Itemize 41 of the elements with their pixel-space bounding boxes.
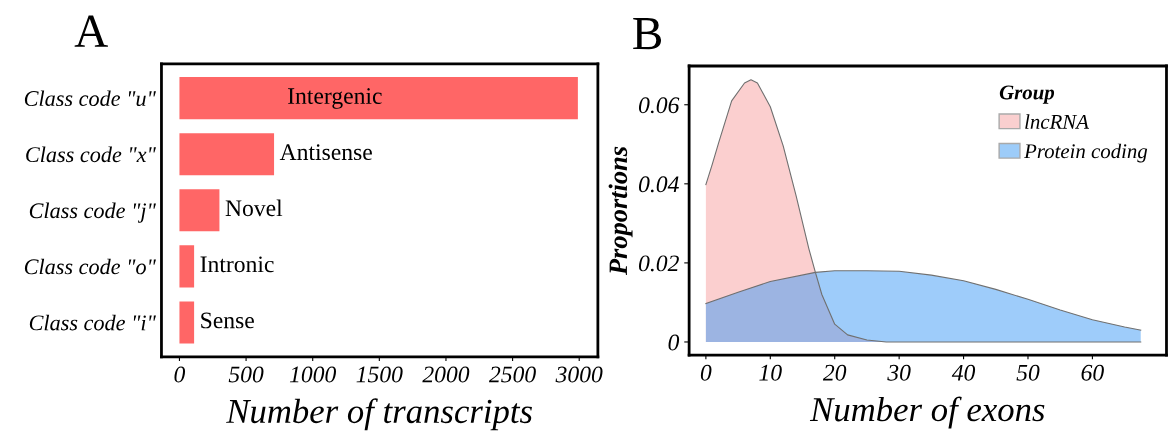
y-tick-label: Class code "i" [29, 314, 156, 331]
y-tick-label: 0.02 [639, 255, 679, 272]
x-tick-label: 2500 [488, 366, 536, 383]
x-tick-label: 50 [1016, 364, 1040, 381]
y-axis-title: Proportions [608, 146, 633, 276]
x-tick-label: 1500 [356, 366, 403, 383]
y-tick-label: 0 [668, 334, 680, 351]
bar [179, 77, 578, 120]
x-axis-title: Number of exons [809, 396, 1045, 429]
x-tick-label: 0 [174, 366, 186, 383]
bar [179, 301, 195, 344]
x-tick-label: 2000 [422, 366, 470, 383]
x-tick-label: 30 [887, 364, 911, 381]
x-tick-label: 500 [228, 366, 264, 383]
annotation: Novel [225, 199, 283, 217]
legend-label: Protein coding [1024, 143, 1148, 163]
x-tick-label: 40 [951, 364, 976, 381]
annotation: Sense [201, 312, 254, 329]
y-tick-label: Class code "j" [29, 202, 156, 223]
x-axis-title: Number of transcripts [226, 398, 532, 431]
chart-title: B [633, 18, 662, 50]
y-tick-label: 0.06 [639, 97, 680, 114]
x-tick-label: 1000 [289, 366, 337, 383]
x-tick-label: 0 [700, 364, 712, 381]
x-tick-label: 10 [759, 364, 782, 381]
annotation: Antisense [279, 144, 372, 161]
chart-title: A [74, 15, 108, 47]
legend-title: Group [999, 85, 1055, 104]
y-tick-label: Class code "x" [26, 146, 156, 163]
x-tick-label: 20 [822, 364, 847, 381]
y-tick-label: Class code "u" [24, 90, 156, 107]
y-tick-label: 0.04 [639, 176, 679, 193]
legend-label: lncRNA [1025, 114, 1089, 129]
bar [179, 189, 220, 232]
y-tick-label: Class code "o" [24, 258, 156, 275]
annotation: Intergenic [288, 88, 382, 109]
bar [179, 133, 275, 176]
bar [179, 245, 195, 288]
x-tick-label: 60 [1081, 364, 1104, 381]
annotation: Intronic [200, 256, 274, 273]
x-tick-label: 3000 [555, 366, 603, 383]
